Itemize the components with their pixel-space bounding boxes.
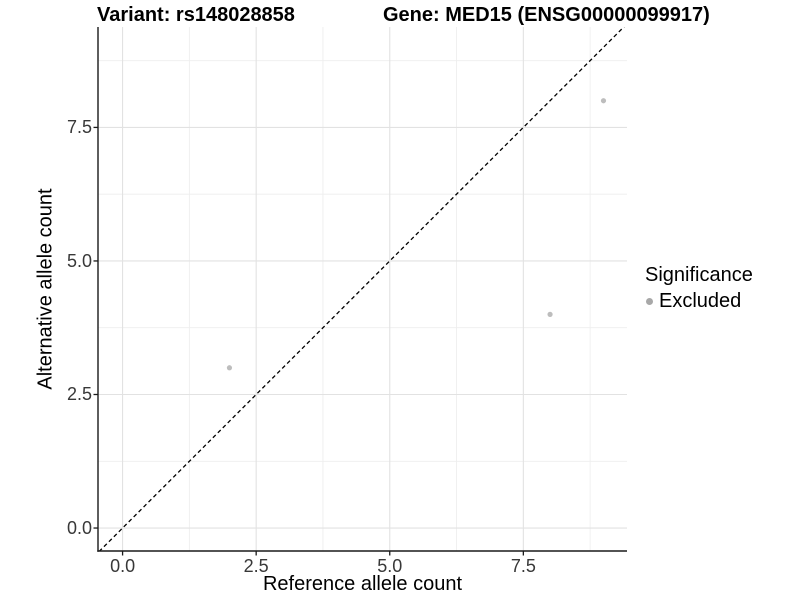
x-tick-label: 0.0 xyxy=(110,556,136,576)
plot-title-gene: Gene: MED15 (ENSG00000099917) xyxy=(383,4,710,26)
legend-title: Significance xyxy=(645,264,753,286)
legend-item-label: Excluded xyxy=(659,290,742,312)
plot-title-variant: Variant: rs148028858 xyxy=(97,4,295,26)
legend-marker-dot xyxy=(646,297,653,305)
legend: Significance Excluded xyxy=(640,263,798,313)
y-axis-title: Alternative allele count xyxy=(34,188,57,390)
y-tick-label: 5.0 xyxy=(66,250,92,271)
y-tick-label: 2.5 xyxy=(66,384,92,405)
x-tick-label: 5.0 xyxy=(377,556,403,576)
legend-item-excluded: Excluded xyxy=(640,289,798,313)
x-axis-title: Reference allele count xyxy=(262,573,462,595)
x-tick-label: 7.5 xyxy=(510,556,536,576)
y-tick-label: 0.0 xyxy=(66,518,92,539)
x-tick-label: 2.5 xyxy=(243,556,269,576)
y-tick-label: 7.5 xyxy=(66,117,92,138)
